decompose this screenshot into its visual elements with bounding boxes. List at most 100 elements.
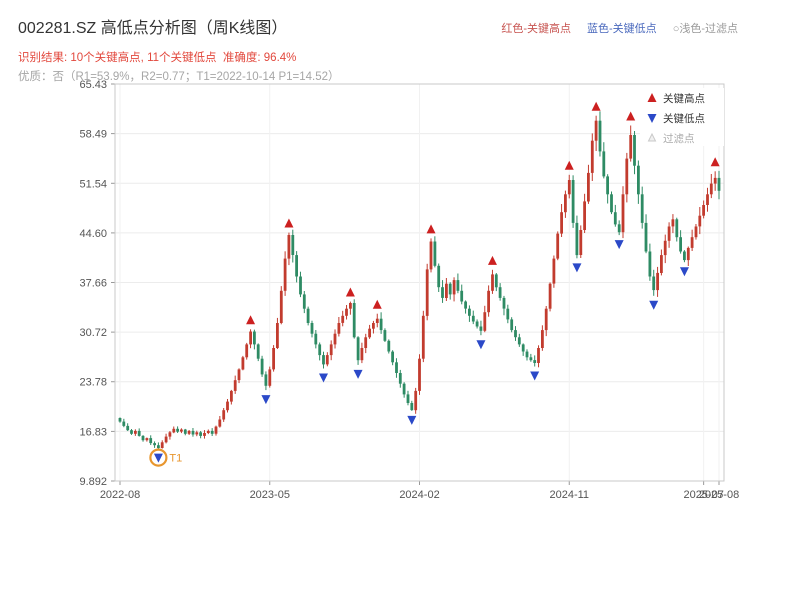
- candle-body: [629, 135, 633, 159]
- candle-body: [656, 272, 659, 291]
- candle-body: [360, 348, 364, 361]
- candle-body: [637, 165, 640, 195]
- candle-body: [195, 432, 199, 435]
- recognition-result: 识别结果: 10个关键高点, 11个关键低点 准确度: 96.4%: [18, 52, 297, 64]
- page-title: 002281.SZ 高低点分析图（周K线图）: [18, 20, 288, 37]
- candle-body: [468, 308, 471, 316]
- candle-body: [694, 226, 698, 238]
- candle-body: [349, 303, 352, 309]
- key-high-marker: [246, 315, 256, 325]
- candle-body: [268, 369, 272, 386]
- candle-body: [652, 276, 656, 291]
- candle-body: [617, 224, 621, 233]
- candle-body: [210, 430, 214, 434]
- key-high-marker: [710, 157, 720, 167]
- candle-body: [398, 373, 402, 384]
- candle-body: [590, 140, 594, 173]
- candle-body: [556, 233, 560, 259]
- candle-body: [368, 328, 371, 338]
- legend-key-low-text: 蓝色-关键低点: [587, 23, 657, 35]
- key-high-marker: [426, 224, 436, 234]
- x-tick-label: 2024-11: [549, 489, 589, 501]
- candle-body: [625, 158, 629, 195]
- candle-body: [264, 374, 268, 386]
- candle-body: [567, 180, 571, 195]
- candle-body: [613, 212, 617, 225]
- candle-body: [679, 237, 682, 252]
- candle-body: [341, 315, 345, 323]
- candle-body: [644, 222, 648, 252]
- candle-body: [218, 419, 222, 427]
- candle-body: [372, 323, 375, 329]
- candle-body: [253, 331, 256, 345]
- key-low-marker: [353, 369, 363, 379]
- candle-body: [414, 390, 418, 411]
- candle-body: [575, 222, 579, 256]
- candle-body: [387, 340, 391, 352]
- candle-body: [541, 330, 544, 348]
- plot-border: [114, 83, 725, 482]
- x-tick-label: 2025-07: [683, 489, 723, 501]
- candle-body: [306, 308, 310, 323]
- candle-body: [498, 287, 502, 298]
- legend-item-label: 关键低点: [663, 112, 705, 125]
- candle-body: [230, 390, 233, 402]
- candle-body: [671, 219, 675, 227]
- candle-body: [272, 348, 275, 370]
- candle-body: [329, 344, 333, 356]
- candle-body: [322, 355, 325, 365]
- candle-body: [276, 323, 279, 348]
- legend-filter-icon: [647, 132, 657, 142]
- quality-line: 优质：否（R1=53.9%，R2=0.77；T1=2022-10-14 P1=1…: [18, 71, 340, 83]
- candle-body: [667, 226, 671, 241]
- candle-body: [494, 274, 498, 288]
- legend-key-high-text: 红色-关键高点: [501, 23, 572, 35]
- key-low-marker: [153, 453, 163, 463]
- candle-body: [602, 151, 606, 177]
- candle-body: [445, 283, 448, 298]
- candle-body: [295, 255, 298, 277]
- key-low-marker: [530, 371, 540, 381]
- candle-body: [203, 433, 206, 436]
- candle-body: [571, 180, 575, 223]
- candle-body: [183, 429, 187, 434]
- candle-body: [537, 348, 540, 363]
- candle-body: [683, 251, 686, 261]
- candle-body: [598, 120, 602, 152]
- candle-body: [594, 120, 598, 141]
- candle-body: [402, 383, 406, 395]
- candle-body: [168, 432, 172, 437]
- x-tick-label: 2024-02: [399, 489, 439, 501]
- y-tick-label: 37.66: [79, 278, 107, 290]
- candle-body: [375, 318, 379, 323]
- candle-body: [663, 240, 667, 256]
- candle-body: [410, 403, 414, 411]
- candle-body: [245, 344, 249, 358]
- candle-body: [502, 297, 506, 309]
- candle-body: [441, 287, 444, 298]
- candle-body: [429, 241, 433, 270]
- candle-body: [145, 438, 149, 441]
- candle-body: [314, 333, 318, 345]
- top-legend: 红色-关键高点 蓝色-关键低点 ○浅色-过滤点: [501, 20, 738, 36]
- y-tick-label: 9.892: [79, 476, 107, 488]
- candle-body: [191, 430, 195, 435]
- candle-body: [287, 235, 291, 259]
- candle-body: [544, 308, 548, 331]
- candle-body: [529, 357, 533, 361]
- candle-body: [345, 308, 348, 316]
- candle-body: [521, 344, 525, 352]
- candle-body: [660, 255, 663, 273]
- candle-body: [471, 315, 475, 322]
- key-low-marker: [572, 263, 582, 273]
- key-low-marker: [614, 240, 624, 250]
- x-tick-label: 2023-05: [250, 489, 290, 501]
- candle-body: [483, 312, 487, 331]
- candle-body: [552, 258, 556, 284]
- candle-body: [137, 430, 141, 436]
- key-high-marker: [372, 299, 382, 309]
- candle-body: [391, 351, 394, 363]
- candle-body: [222, 410, 226, 420]
- candle-body: [157, 445, 160, 449]
